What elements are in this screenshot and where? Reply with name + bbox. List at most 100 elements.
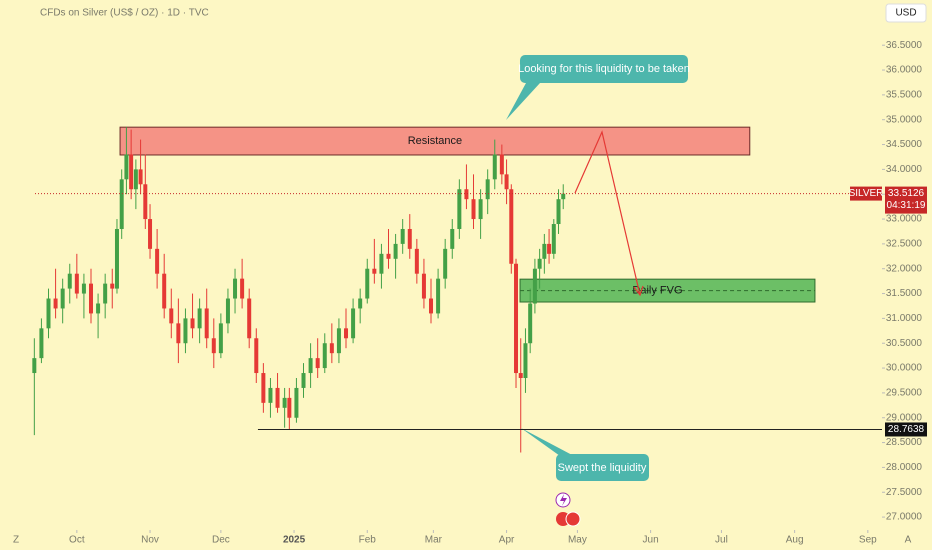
x-tick-label: Jul xyxy=(715,535,728,546)
zone-label: Resistance xyxy=(408,135,462,147)
candle-body xyxy=(240,278,245,299)
candle-body xyxy=(351,308,356,339)
candle-body xyxy=(110,283,115,289)
candle-body xyxy=(393,243,398,259)
candle-body xyxy=(294,387,299,418)
x-tick-label: Oct xyxy=(69,535,85,546)
candle-body xyxy=(261,373,266,403)
support-label: 28.7638 xyxy=(888,424,925,435)
candle-body xyxy=(133,169,138,190)
candle-body xyxy=(143,184,148,220)
candle-body xyxy=(509,189,514,264)
candle-body xyxy=(358,298,363,309)
support-tag xyxy=(885,422,927,437)
symbol-title: CFDs on Silver (US$ / OZ) · 1D · TVC xyxy=(40,8,209,19)
candle-body xyxy=(436,278,441,314)
callout xyxy=(556,454,649,481)
y-tick-label: 35.0000 xyxy=(886,114,923,125)
symbol-tag-label: SILVER xyxy=(849,188,884,199)
y-tick-label: 36.0000 xyxy=(886,65,923,76)
candle-body xyxy=(155,248,160,274)
y-tick-label: 29.5000 xyxy=(886,388,923,399)
callout-pointer xyxy=(506,83,540,120)
candle-body xyxy=(547,243,552,254)
candle-body xyxy=(329,343,334,354)
candle-body xyxy=(254,338,259,374)
x-tick-label: Jun xyxy=(643,535,659,546)
candle-body xyxy=(485,179,490,200)
price-tag-label: 33.5126 xyxy=(888,188,925,199)
candle-body xyxy=(89,283,94,314)
candle-body xyxy=(103,283,108,304)
countdown-label: 04:31:19 xyxy=(887,200,926,211)
candle-body xyxy=(492,154,497,180)
price-tag xyxy=(885,186,927,214)
currency[interactable]: USD xyxy=(895,8,916,19)
x-tick-label: Mar xyxy=(425,535,443,546)
x-tick-label: Sep xyxy=(859,535,877,546)
candle-body xyxy=(478,199,483,220)
candle-body xyxy=(114,228,119,289)
event-icon-glyph xyxy=(560,494,567,506)
candle-body xyxy=(556,199,561,225)
candle-body xyxy=(308,358,313,374)
y-tick-label: 32.0000 xyxy=(886,263,923,274)
candle-body xyxy=(407,228,412,249)
x-tick-label: Dec xyxy=(212,535,230,546)
candle-body xyxy=(74,273,79,294)
candle-body xyxy=(372,268,377,274)
y-tick-label: 28.5000 xyxy=(886,437,923,448)
corner-label[interactable]: A xyxy=(905,535,912,546)
y-tick-label: 29.0000 xyxy=(886,412,923,423)
zone xyxy=(119,126,751,156)
candle-body xyxy=(46,298,51,329)
event-icon[interactable] xyxy=(565,511,581,527)
zone-label: Daily FVG xyxy=(632,284,682,296)
candle-body xyxy=(523,343,528,379)
candle-body xyxy=(450,228,455,249)
candle-body xyxy=(233,278,238,299)
y-tick-label: 28.0000 xyxy=(886,462,923,473)
candle-body xyxy=(169,308,174,324)
x-tick-label: May xyxy=(568,535,587,546)
candle-body xyxy=(204,308,209,339)
candle-body xyxy=(119,179,124,229)
candle-body xyxy=(514,263,519,374)
candle-body xyxy=(176,323,181,344)
x-tick-label: 2025 xyxy=(283,535,306,546)
candle-body xyxy=(247,298,252,339)
candle-body xyxy=(315,358,320,369)
arrow-head xyxy=(633,285,644,297)
candle-body xyxy=(499,154,504,175)
y-tick-label: 31.5000 xyxy=(886,288,923,299)
candle-body xyxy=(129,154,134,190)
candle-body xyxy=(528,303,533,344)
corner-label[interactable]: Z xyxy=(13,535,19,546)
candle-body xyxy=(148,219,153,249)
candle-body xyxy=(211,338,216,354)
candle-body xyxy=(429,298,434,314)
candle-body xyxy=(268,387,273,403)
y-tick-label: 33.0000 xyxy=(886,214,923,225)
x-tick-label: Apr xyxy=(499,535,515,546)
candle-body xyxy=(190,318,195,329)
candle-body xyxy=(400,228,405,244)
candle-body xyxy=(39,328,44,359)
candle-body xyxy=(301,373,306,388)
symbol-tag xyxy=(850,186,882,201)
currency-box[interactable] xyxy=(885,3,927,23)
candle-body xyxy=(287,397,292,418)
candle-body xyxy=(96,303,101,314)
candle-body xyxy=(322,343,327,369)
projection-arrow xyxy=(574,130,641,296)
candle-body xyxy=(471,199,476,220)
candle-body xyxy=(542,243,547,259)
candle-body xyxy=(67,273,72,289)
y-tick-label: 35.5000 xyxy=(886,90,923,101)
x-tick-label: Aug xyxy=(786,535,804,546)
candle-body xyxy=(518,373,523,379)
candle-body xyxy=(32,358,37,374)
candle-body xyxy=(336,328,341,354)
candle-body xyxy=(53,298,58,309)
